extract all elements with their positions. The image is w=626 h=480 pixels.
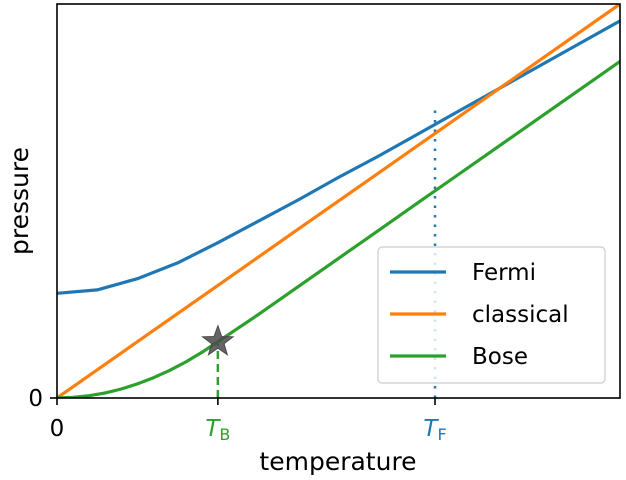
series-line-Fermi [57,19,620,295]
y-axis-label: pressure [5,147,34,255]
legend-label: classical [472,302,569,328]
legend: Fermi classical Bose [377,246,606,384]
star-marker [201,324,235,356]
x-tick-label: TB [205,416,230,444]
x-tick-label: 0 [50,416,65,442]
y-tick-label: 0 [28,386,43,412]
legend-label: Fermi [472,260,536,286]
x-axis-label: temperature [259,447,416,476]
plot-frame [56,3,621,399]
legend-label: Bose [472,344,528,370]
y-axis-ticks: 0 [28,386,57,412]
x-axis-ticks: 0 TB TF [50,398,447,444]
x-tick-label: TF [423,416,446,444]
series-line-classical [57,4,620,398]
marker-layer [201,324,235,356]
legend-box [377,246,606,384]
